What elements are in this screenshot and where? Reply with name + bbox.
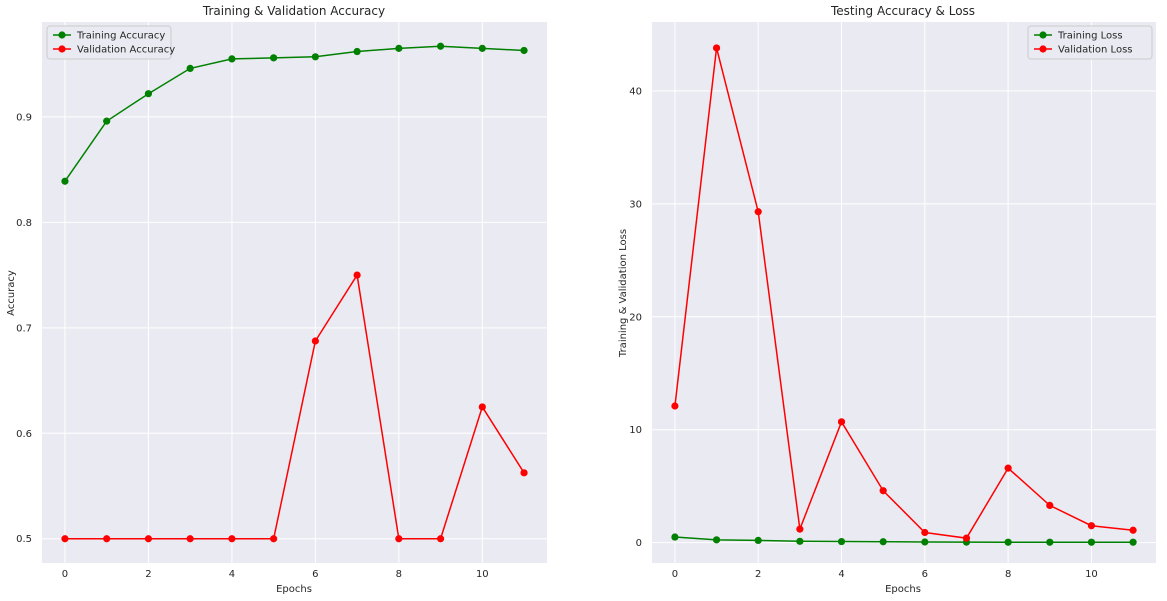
loss-series-1-point [796,525,804,533]
accuracy-y-tick-label: 0.7 [16,323,32,334]
accuracy-series-0-point [311,53,319,61]
accuracy-x-tick-label: 10 [476,569,489,580]
accuracy-series-0-point [520,46,528,55]
accuracy-series-0-point [395,44,403,52]
loss-series-0-point [754,536,762,545]
accuracy-series-0-point [186,64,194,73]
accuracy-series-1-point [395,535,403,543]
accuracy-chart-xlabel: Epochs [276,584,312,595]
accuracy-legend: Training Accuracy Validation Accuracy [46,25,175,60]
loss-series-1-point [712,44,721,52]
accuracy-chart-title: Training & Validation Accuracy [202,4,385,18]
accuracy-x-tick-label: 2 [145,569,151,580]
loss-chart-title: Testing Accuracy & Loss [830,4,975,18]
accuracy-y-tick-label: 0.9 [16,112,32,123]
loss-plot-area [652,22,1156,563]
loss-series-0-line [674,536,1134,543]
accuracy-legend-label: Training Accuracy [76,31,165,42]
accuracy-series-1-point [270,535,278,543]
loss-x-tick-label: 6 [922,569,928,580]
loss-series-0-point [837,537,846,546]
loss-series-1-point [1004,464,1012,472]
accuracy-series-1-point [436,535,445,543]
loss-x-tick-label: 2 [755,569,761,580]
loss-series-0-point [1087,538,1096,546]
accuracy-series-1-point [353,271,361,279]
loss-series-1-point [1087,522,1096,530]
accuracy-series-0-point [436,42,445,50]
loss-series-0-point [1129,538,1137,546]
accuracy-series-1-point [103,535,111,543]
loss-series-0-point [1004,538,1012,546]
accuracy-x-tick-label: 0 [62,569,68,580]
loss-x-tick-label: 0 [672,569,678,580]
accuracy-series-0-point [228,55,236,63]
accuracy-y-tick-label: 0.8 [16,218,32,229]
loss-series-1-point [879,487,887,495]
loss-x-tick-label: 10 [1085,569,1098,580]
accuracy-x-tick-label: 8 [396,569,402,580]
accuracy-series-1-point [478,403,486,411]
accuracy-plot-area [42,22,547,563]
accuracy-chart: Training & Validation Accuracy Epochs Ac… [6,4,547,595]
loss-y-tick-label: 30 [629,199,642,210]
loss-series-1-point [754,208,762,216]
loss-x-tick-label: 4 [838,569,844,580]
accuracy-series-0-point [103,117,111,125]
loss-y-tick-label: 10 [629,425,642,436]
loss-legend-frame [1027,25,1153,60]
loss-series-0-point [921,538,929,546]
loss-legend: Training Loss Validation Loss [1027,25,1153,60]
accuracy-series-1-point [228,535,236,543]
loss-series-0-point [796,537,804,545]
loss-chart-ylabel: Training & Validation Loss [618,229,629,358]
accuracy-series-0-point [478,44,486,52]
accuracy-legend-frame [46,25,172,60]
loss-legend-label: Validation Loss [1058,45,1133,56]
loss-chart-xlabel: Epochs [885,584,921,595]
accuracy-series-0-point [144,90,153,98]
accuracy-x-tick-label: 4 [229,569,235,580]
accuracy-legend-label: Validation Accuracy [77,45,175,56]
loss-legend-label: Training Loss [1057,31,1123,42]
loss-series-0-point [671,533,679,541]
accuracy-series-0-line [64,45,525,182]
accuracy-chart-ylabel: Accuracy [6,270,17,316]
loss-series-0-point [712,536,721,544]
accuracy-y-tick-label: 0.6 [16,429,32,440]
loss-legend-swatch-marker [1039,31,1047,39]
accuracy-legend-swatch-marker [58,31,66,39]
accuracy-series-0-point [353,47,361,56]
loss-series-1-point [921,528,929,537]
loss-series-1-point [671,402,679,410]
loss-series-0-point [1046,538,1054,546]
accuracy-y-tick-label: 0.5 [16,534,32,545]
accuracy-series-1-point [520,469,528,477]
loss-series-1-line [674,47,1134,539]
accuracy-series-1-point [311,337,319,345]
loss-y-tick-label: 40 [629,86,642,97]
loss-y-tick-label: 0 [636,538,642,549]
loss-series-1-point [837,418,846,426]
accuracy-series-1-line [64,273,525,540]
accuracy-series-1-point [186,535,194,543]
loss-legend-swatch-marker [1039,45,1047,53]
accuracy-x-tick-label: 6 [312,569,318,580]
loss-chart: Testing Accuracy & Loss Epochs Training … [618,4,1156,595]
loss-y-tick-label: 20 [629,312,642,323]
accuracy-series-0-point [61,177,69,185]
loss-series-1-point [1129,526,1137,534]
loss-series-0-point [879,538,887,546]
loss-x-tick-label: 8 [1005,569,1011,580]
accuracy-series-0-point [270,54,278,62]
accuracy-series-1-point [144,535,153,543]
loss-series-1-point [962,534,971,542]
loss-series-1-point [1046,501,1054,509]
accuracy-legend-swatch-marker [58,45,66,53]
accuracy-series-1-point [61,535,69,543]
